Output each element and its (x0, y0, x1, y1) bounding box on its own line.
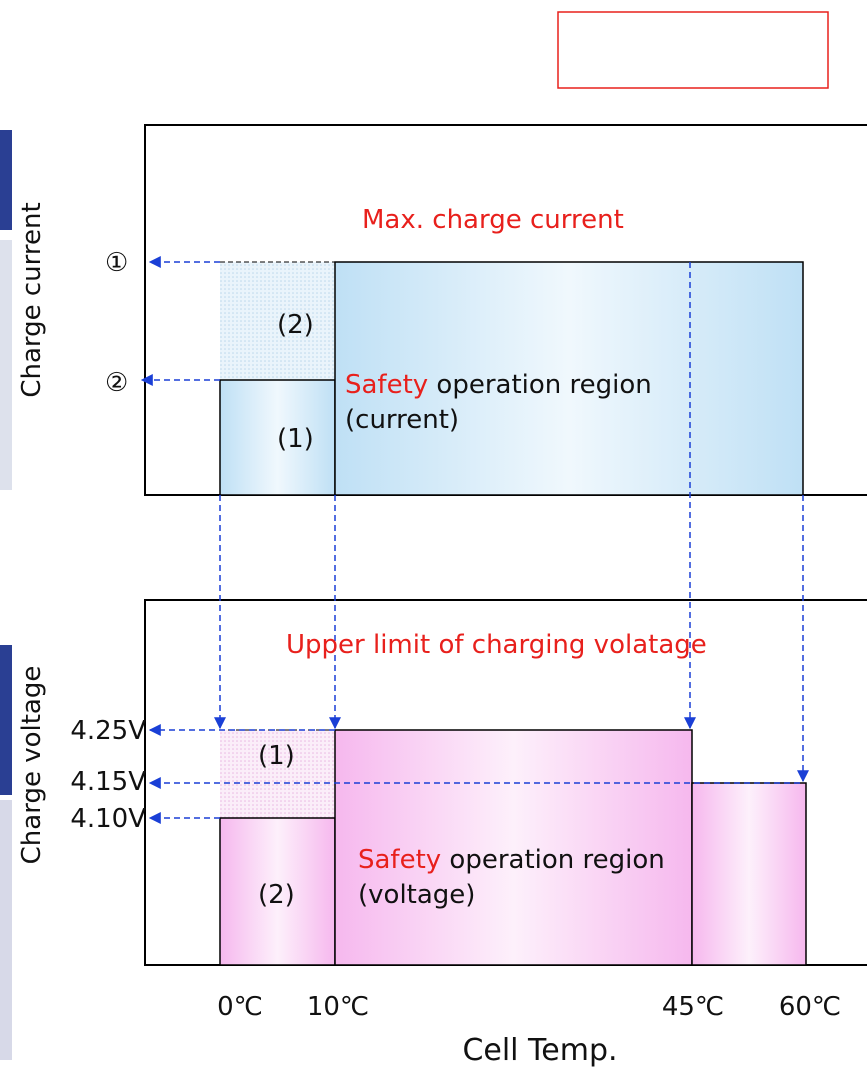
hatched-region (220, 730, 335, 818)
region-label: (current) (345, 405, 459, 435)
x-tick-label: 60℃ (779, 992, 841, 1022)
region-label: (voltage) (358, 880, 475, 910)
panel-title: Upper limit of charging volatage (286, 630, 707, 660)
highlight: Safety (345, 370, 428, 400)
x-tick-label: 45℃ (662, 992, 724, 1022)
highlight: Safety (358, 845, 441, 875)
level-label: 4.25V (70, 716, 146, 746)
axis-label: Charge current (17, 202, 47, 397)
region-label: Safety operation region (358, 845, 665, 875)
region (691, 782, 807, 966)
text: operation region (441, 845, 665, 875)
x-tick-label: 0℃ (217, 992, 263, 1022)
marker: ② (105, 368, 128, 398)
region-label: (1) (258, 741, 295, 771)
x-tick-label: 10℃ (307, 992, 369, 1022)
axis-label: Charge voltage (17, 666, 47, 865)
red-box (557, 11, 829, 89)
guides (140, 256, 809, 824)
x-axis-label: Cell Temp. (462, 1033, 617, 1068)
hatched-region (220, 262, 335, 380)
region-label: Safety operation region (345, 370, 652, 400)
region (334, 261, 804, 496)
region (219, 817, 336, 966)
region-label: (1) (277, 424, 314, 454)
side-decoration (0, 130, 12, 1060)
marker: ① (105, 248, 128, 278)
level-label: 4.10V (70, 804, 146, 834)
text: operation region (428, 370, 652, 400)
region (334, 729, 693, 966)
panel-title: Max. charge current (362, 205, 624, 235)
region-label: (2) (258, 880, 295, 910)
region-label: (2) (277, 310, 314, 340)
level-label: 4.15V (70, 767, 146, 797)
